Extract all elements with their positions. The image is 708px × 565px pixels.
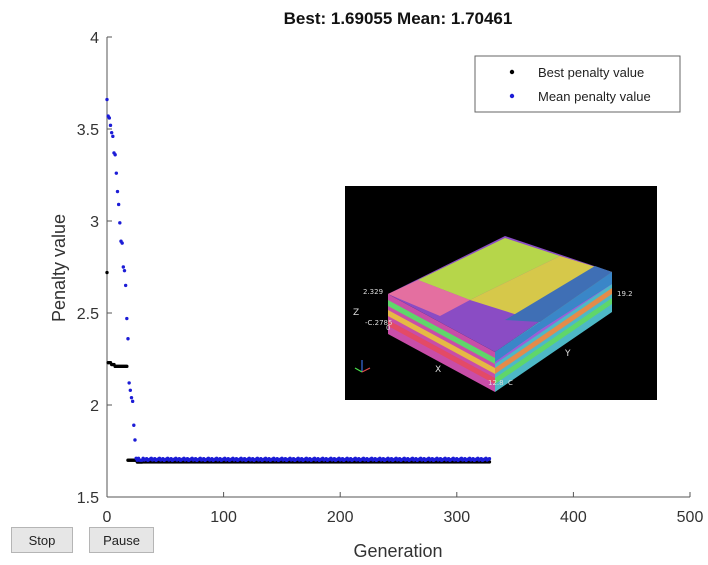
data-point [121, 265, 126, 269]
inset-label-c: C [508, 379, 513, 387]
legend: Best penalty value Mean penalty value [474, 55, 681, 113]
inset-label-z-top: 2.329 [363, 288, 383, 296]
x-axis-label: Generation [353, 541, 442, 561]
x-tick-label: 300 [443, 509, 470, 526]
data-point [132, 423, 136, 427]
data-point [487, 456, 492, 461]
data-point [120, 241, 124, 245]
y-tick-label: 4 [90, 30, 99, 47]
y-tick-label: 2.5 [77, 306, 99, 323]
y-axis-label: Penalty value [49, 214, 69, 322]
stop-button[interactable]: Stop [11, 527, 73, 553]
legend-label-best: Best penalty value [538, 65, 644, 80]
inset-label-x: X [435, 365, 441, 375]
box-top-block [388, 280, 470, 316]
data-point [113, 153, 117, 157]
data-point [114, 171, 119, 175]
inset-3d-packing-image: 2.329 Z -C.2785 0 X 12.8 C Y 19.2 [345, 186, 657, 400]
chart-title: Best: 1.69055 Mean: 1.70461 [284, 9, 513, 28]
pause-button[interactable]: Pause [89, 527, 154, 553]
data-point [127, 381, 131, 385]
layer-stripe [388, 310, 495, 374]
layer-stripe [388, 320, 495, 384]
data-point [116, 202, 121, 207]
legend-marker-mean [509, 93, 515, 99]
x-tick-label: 0 [103, 509, 112, 526]
layer-stripe [388, 300, 495, 364]
box-top-block [495, 272, 612, 362]
data-point [105, 270, 109, 275]
series-layer [105, 97, 492, 464]
x-tick-label: 100 [210, 509, 237, 526]
y-tick-label: 3.5 [77, 122, 99, 139]
data-point [115, 189, 120, 194]
data-point [123, 283, 128, 288]
box-top-block [418, 238, 560, 300]
data-point [130, 399, 135, 404]
data-point [125, 364, 129, 369]
x-tick-label: 400 [560, 509, 587, 526]
data-point [111, 134, 115, 139]
layer-stripe [495, 288, 612, 374]
data-point [122, 268, 127, 273]
data-point [487, 460, 492, 464]
y-tick-group: 1.5 2 2.5 3 3.5 4 [77, 30, 112, 507]
legend-box [474, 55, 681, 113]
layer-stripe [495, 298, 612, 384]
box-top-block [470, 256, 612, 322]
data-point [107, 116, 112, 120]
y-tick-label: 1.5 [77, 490, 99, 507]
data-point [105, 97, 109, 102]
legend-marker-best [509, 69, 515, 75]
inset-label-y: Y [564, 349, 571, 359]
y-tick-label: 2 [90, 398, 99, 415]
inset-label-z: Z [353, 308, 359, 318]
x-tick-label: 200 [327, 509, 354, 526]
legend-label-mean: Mean penalty value [538, 89, 651, 104]
data-point [126, 337, 130, 341]
data-point [118, 221, 122, 225]
series-mean [105, 97, 492, 463]
data-point [129, 395, 134, 400]
x-tick-label: 500 [677, 509, 704, 526]
triad-y-axis [354, 367, 363, 373]
data-point [128, 388, 133, 392]
inset-label-y-end: 19.2 [617, 290, 633, 298]
inset-label-z-bottom: -C.2785 [365, 319, 392, 327]
x-tick-group: 0 100 200 300 400 500 [103, 492, 704, 526]
box-top-block [505, 266, 612, 322]
data-point [125, 316, 129, 321]
inset-label-zero: 0 [386, 324, 390, 332]
inset-label-x-end: 12.8 [488, 379, 504, 387]
data-point [108, 123, 113, 128]
triad-x-axis [361, 367, 371, 373]
data-point [109, 130, 114, 135]
y-tick-label: 3 [90, 214, 99, 231]
data-point [133, 438, 137, 442]
